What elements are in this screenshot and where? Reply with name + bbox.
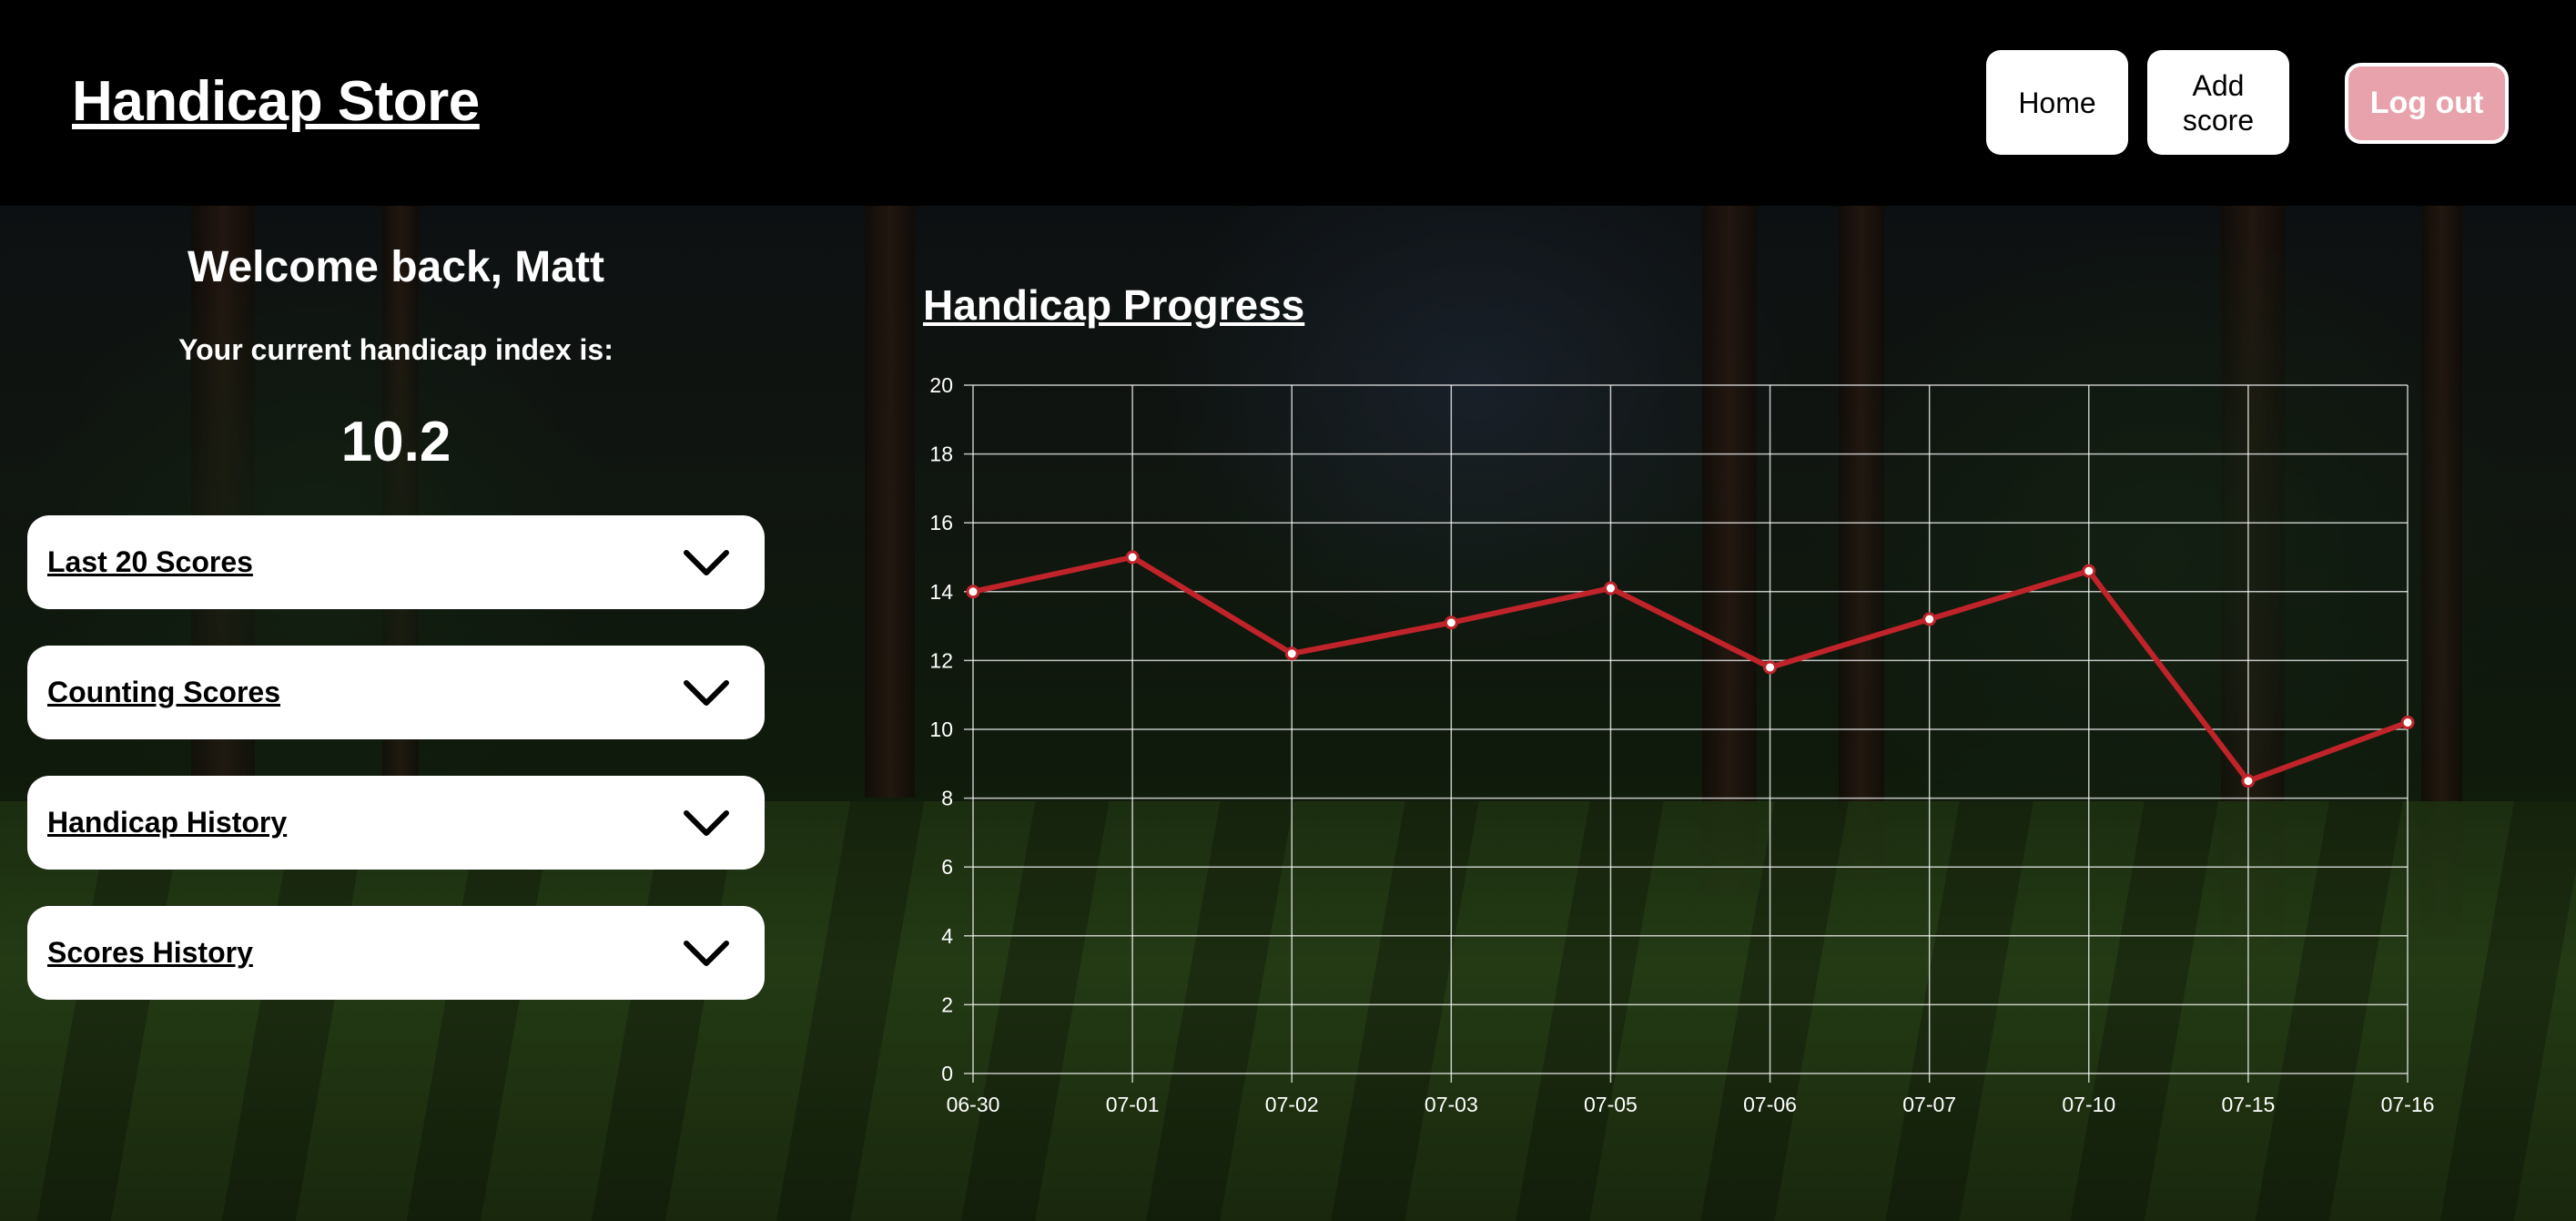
x-tick-label: 07-10 — [2062, 1093, 2115, 1116]
x-tick-label: 07-03 — [1425, 1093, 1478, 1116]
handicap-progress-chart: 0 2 4 6 8 10 12 14 16 18 20 06-30 07-01 07-02 07-03 07-… — [929, 373, 2435, 1116]
y-tick-label: 20 — [929, 373, 953, 397]
background-foliage — [1775, 237, 2549, 874]
chevron-down-icon — [684, 679, 729, 706]
home-button[interactable]: Home — [1986, 50, 2128, 155]
x-tick-label: 06-30 — [947, 1093, 1000, 1116]
data-point — [966, 585, 980, 599]
accordion-label: Handicap History — [47, 806, 288, 839]
accordion-counting-scores[interactable]: Counting Scores — [27, 646, 765, 739]
handicap-index-label: Your current handicap index is: — [178, 333, 614, 366]
data-point — [1922, 612, 1937, 626]
x-tick-label: 07-07 — [1902, 1093, 1956, 1116]
y-tick-label: 4 — [941, 924, 953, 948]
y-tick-label: 14 — [929, 580, 953, 604]
y-tick-label: 16 — [929, 511, 953, 534]
data-point — [1284, 646, 1299, 661]
accordion-handicap-history[interactable]: Handicap History — [27, 776, 765, 870]
add-score-label: Add score — [2182, 68, 2255, 137]
welcome-message: Welcome back, Matt — [188, 243, 604, 291]
chevron-down-icon — [684, 549, 729, 575]
logout-button[interactable]: Log out — [2345, 63, 2509, 144]
accordion-label: Last 20 Scores — [47, 545, 253, 578]
data-point — [1444, 616, 1458, 630]
data-point — [2082, 564, 2096, 578]
x-tick-label: 07-02 — [1265, 1093, 1319, 1116]
add-score-button[interactable]: Add score — [2147, 50, 2289, 155]
background-tree — [1702, 206, 1757, 898]
brand-title[interactable]: Handicap Store — [72, 70, 480, 133]
chart-title: Handicap Progress — [923, 281, 1305, 329]
data-point — [1763, 660, 1778, 675]
chevron-down-icon — [684, 940, 729, 966]
y-tick-label: 12 — [929, 648, 953, 672]
x-tick-label: 07-16 — [2381, 1093, 2435, 1116]
data-point — [2241, 774, 2256, 789]
x-tick-label: 07-01 — [1106, 1093, 1160, 1116]
x-tick-label: 07-05 — [1584, 1093, 1638, 1116]
top-header: Handicap Store Home Add score Log out — [0, 0, 2576, 206]
accordion-label: Scores History — [47, 936, 253, 969]
chevron-down-icon — [684, 809, 729, 836]
x-tick-label: 07-15 — [2221, 1093, 2275, 1116]
handicap-index-value: 10.2 — [340, 411, 451, 473]
accordion-label: Counting Scores — [47, 676, 281, 708]
series-line — [972, 555, 2409, 784]
data-point — [1125, 550, 1140, 565]
y-tick-label: 10 — [929, 717, 953, 741]
background-fairway — [0, 801, 2576, 1221]
background-tree — [865, 206, 915, 798]
y-tick-label: 8 — [941, 787, 953, 810]
y-tick-label: 6 — [941, 855, 953, 879]
x-tick-label: 07-06 — [1743, 1093, 1797, 1116]
y-tick-label: 0 — [941, 1062, 953, 1085]
y-tick-label: 18 — [929, 443, 953, 466]
y-tick-label: 2 — [941, 992, 953, 1016]
accordion-last-20-scores[interactable]: Last 20 Scores — [27, 515, 765, 609]
data-point — [1603, 581, 1618, 595]
data-point — [2400, 715, 2415, 729]
accordion-scores-history[interactable]: Scores History — [27, 906, 765, 1000]
